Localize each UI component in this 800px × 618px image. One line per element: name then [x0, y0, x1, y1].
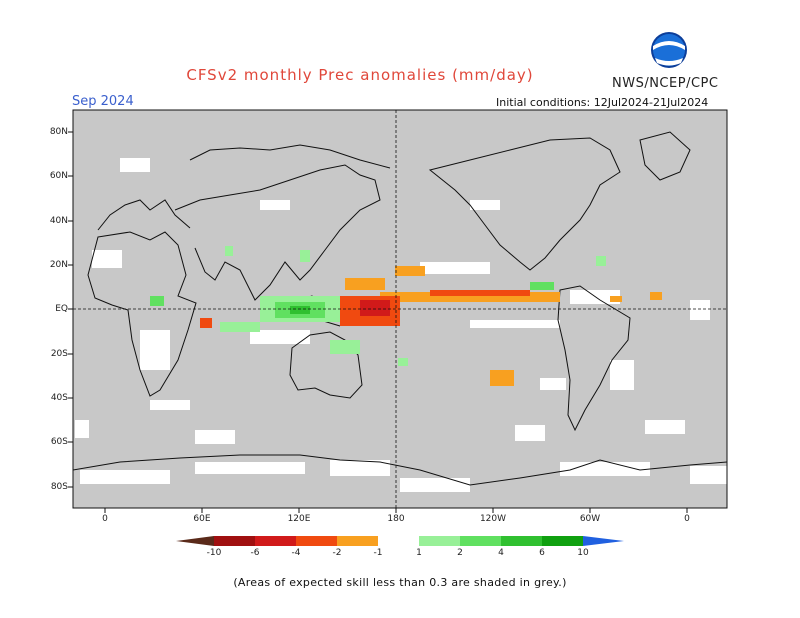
lon-label-60w: 60W — [579, 514, 601, 524]
lon-label-0-west: 0 — [102, 514, 108, 524]
lon-label-60e: 60E — [193, 514, 211, 524]
colorbar-cell-2 — [255, 536, 296, 546]
lat-label-40s: 40S — [50, 393, 68, 403]
lat-label-80n: 80N — [49, 127, 68, 137]
colorbar-label: -1 — [373, 548, 383, 558]
colorbar-label: -10 — [206, 548, 222, 558]
colorbar-cell-8 — [501, 536, 542, 546]
agency-label: NWS/NCEP/CPC — [612, 76, 719, 91]
colorbar-label: 2 — [457, 548, 463, 558]
colorbar-label: 6 — [539, 548, 545, 558]
negative-anomalies — [200, 266, 662, 386]
lat-label-20n: 20N — [49, 260, 68, 270]
colorbar-label: 1 — [416, 548, 422, 558]
lat-label-40n: 40N — [49, 216, 68, 226]
colorbar-cell-4 — [337, 536, 378, 546]
lon-label-180: 180 — [387, 514, 405, 524]
white-patches — [75, 158, 727, 492]
lat-label-20s: 20S — [50, 349, 68, 359]
lon-label-0-east: 0 — [684, 514, 690, 524]
lon-label-120w: 120W — [479, 514, 507, 524]
lat-label-80s: 80S — [50, 482, 68, 492]
colorbar-label: -6 — [250, 548, 260, 558]
colorbar-label: -4 — [291, 548, 301, 558]
lat-label-eq: EQ — [55, 304, 68, 314]
lat-label-60s: 60S — [50, 437, 68, 447]
colorbar — [176, 536, 624, 546]
colorbar-cell-1 — [214, 536, 255, 546]
positive-anomalies — [150, 246, 606, 366]
lon-label-120e: 120E — [287, 514, 311, 524]
skill-footnote: (Areas of expected skill less than 0.3 a… — [233, 576, 567, 589]
colorbar-cell-10 — [583, 536, 624, 546]
initial-conditions: Initial conditions: 12Jul2024-21Jul2024 — [496, 96, 709, 109]
lat-label-60n: 60N — [49, 171, 68, 181]
colorbar-cell-9 — [542, 536, 583, 546]
colorbar-label: -2 — [332, 548, 342, 558]
chart-title: CFSv2 monthly Prec anomalies (mm/day) — [186, 66, 534, 84]
colorbar-cell-3 — [296, 536, 337, 546]
colorbar-cell-5 — [378, 536, 419, 546]
forecast-month: Sep 2024 — [72, 94, 134, 109]
colorbar-cell-6 — [419, 536, 460, 546]
tick-marks — [68, 131, 688, 513]
colorbar-cell-7 — [460, 536, 501, 546]
colorbar-label: 10 — [577, 548, 589, 558]
colorbar-cell-0 — [176, 536, 214, 546]
coastlines — [73, 131, 727, 486]
colorbar-label: 4 — [498, 548, 504, 558]
